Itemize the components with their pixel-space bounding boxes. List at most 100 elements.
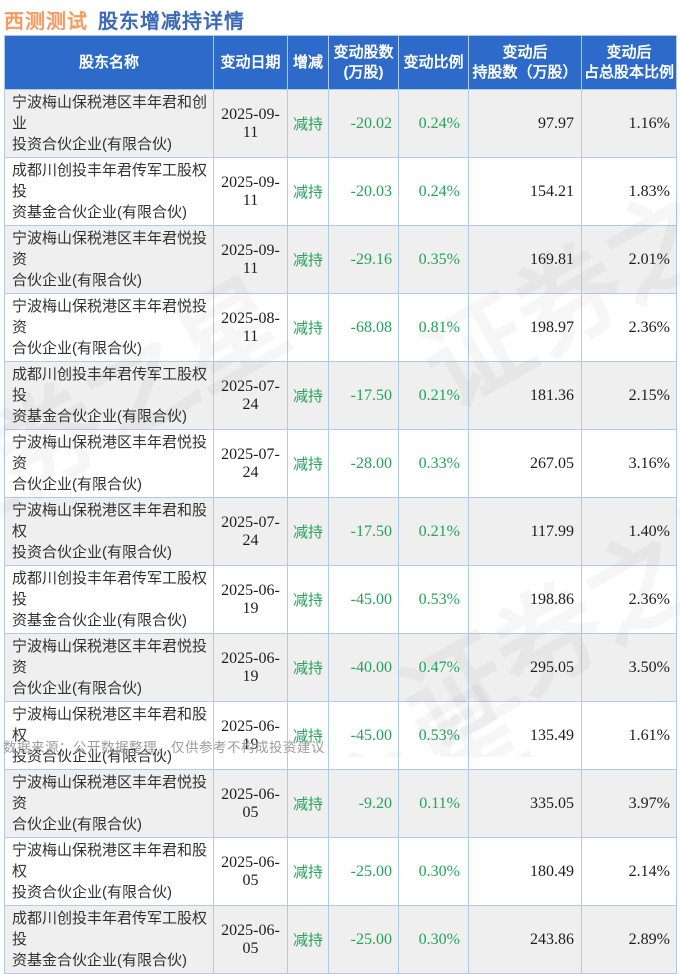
- cell-shares-after: 154.21: [468, 157, 582, 226]
- cell-change-ratio: 0.30%: [398, 837, 469, 906]
- cell-shareholder-name: 宁波梅山保税港区丰年君悦投资 合伙企业(有限合伙): [4, 293, 214, 362]
- table-title: 股东增减持详情: [98, 11, 245, 33]
- cell-change-shares: -17.50: [328, 361, 399, 430]
- data-source-note: 数据来源：公开数据整理，仅供参考不构成投资建议: [3, 740, 325, 755]
- cell-change-ratio: 0.30%: [398, 905, 469, 974]
- table-row: 宁波梅山保税港区丰年君和创业 投资合伙企业(有限合伙) 2025-09-11 减…: [4, 89, 677, 158]
- cell-change-ratio: 0.53%: [398, 701, 469, 770]
- cell-change-shares: -28.00: [328, 429, 399, 498]
- cell-shares-after: 169.81: [468, 225, 582, 294]
- table-header-row: 股东名称 变动日期 增减 变动股数 (万股) 变动比例 变动后 持股数（万股） …: [4, 35, 677, 90]
- cell-direction: 减持: [287, 293, 329, 362]
- cell-change-date: 2025-06-19: [213, 633, 288, 702]
- table-row: 宁波梅山保税港区丰年君悦投资 合伙企业(有限合伙) 2025-06-19 减持 …: [4, 633, 677, 702]
- cell-change-date: 2025-09-11: [213, 225, 288, 294]
- cell-change-shares: -29.16: [328, 225, 399, 294]
- cell-change-date: 2025-06-05: [213, 769, 288, 838]
- cell-change-shares: -45.00: [328, 565, 399, 634]
- column-header-date: 变动日期: [213, 35, 288, 90]
- cell-change-date: 2025-06-19: [213, 565, 288, 634]
- cell-shares-after: 267.05: [468, 429, 582, 498]
- cell-shareholder-name: 成都川创投丰年君传军工股权投 资基金合伙企业(有限合伙): [4, 157, 214, 226]
- cell-change-ratio: 0.21%: [398, 497, 469, 566]
- cell-change-shares: -25.00: [328, 837, 399, 906]
- cell-ratio-after: 1.40%: [581, 497, 677, 566]
- cell-ratio-after: 2.15%: [581, 361, 677, 430]
- cell-shareholder-name: 宁波梅山保税港区丰年君和创业 投资合伙企业(有限合伙): [4, 89, 214, 158]
- cell-change-date: 2025-09-11: [213, 89, 288, 158]
- cell-ratio-after: 3.97%: [581, 769, 677, 838]
- table-row: 成都川创投丰年君传军工股权投 资基金合伙企业(有限合伙) 2025-06-05 …: [4, 905, 677, 974]
- page-title: 西测测试 股东增减持详情: [4, 5, 245, 34]
- table-body: 宁波梅山保税港区丰年君和创业 投资合伙企业(有限合伙) 2025-09-11 减…: [4, 89, 677, 974]
- cell-change-ratio: 0.35%: [398, 225, 469, 294]
- column-header-shareholder: 股东名称: [4, 35, 214, 90]
- cell-change-ratio: 0.33%: [398, 429, 469, 498]
- cell-ratio-after: 1.61%: [581, 701, 677, 770]
- cell-shareholder-name: 成都川创投丰年君传军工股权投 资基金合伙企业(有限合伙): [4, 905, 214, 974]
- cell-ratio-after: 1.83%: [581, 157, 677, 226]
- cell-direction: 减持: [287, 769, 329, 838]
- table-row: 宁波梅山保税港区丰年君悦投资 合伙企业(有限合伙) 2025-09-11 减持 …: [4, 225, 677, 294]
- cell-shareholder-name: 宁波梅山保税港区丰年君悦投资 合伙企业(有限合伙): [4, 769, 214, 838]
- cell-change-shares: -20.03: [328, 157, 399, 226]
- column-header-shares-after: 变动后 持股数（万股）: [468, 35, 582, 90]
- cell-direction: 减持: [287, 905, 329, 974]
- cell-change-shares: -68.08: [328, 293, 399, 362]
- cell-change-ratio: 0.47%: [398, 633, 469, 702]
- cell-change-shares: -20.02: [328, 89, 399, 158]
- cell-direction: 减持: [287, 429, 329, 498]
- cell-ratio-after: 2.01%: [581, 225, 677, 294]
- cell-direction: 减持: [287, 497, 329, 566]
- cell-change-date: 2025-07-24: [213, 361, 288, 430]
- cell-change-date: 2025-07-24: [213, 497, 288, 566]
- column-header-direction: 增减: [287, 35, 329, 90]
- cell-change-shares: -40.00: [328, 633, 399, 702]
- cell-shareholder-name: 宁波梅山保税港区丰年君和股权 投资合伙企业(有限合伙): [4, 497, 214, 566]
- cell-change-date: 2025-07-24: [213, 429, 288, 498]
- cell-change-shares: -17.50: [328, 497, 399, 566]
- cell-change-date: 2025-06-05: [213, 837, 288, 906]
- cell-shareholder-name: 成都川创投丰年君传军工股权投 资基金合伙企业(有限合伙): [4, 361, 214, 430]
- cell-change-ratio: 0.24%: [398, 157, 469, 226]
- cell-direction: 减持: [287, 837, 329, 906]
- table-row: 宁波梅山保税港区丰年君悦投资 合伙企业(有限合伙) 2025-08-11 减持 …: [4, 293, 677, 362]
- stock-name: 西测测试: [4, 11, 88, 33]
- column-header-change-shares: 变动股数 (万股): [328, 35, 399, 90]
- cell-change-date: 2025-08-11: [213, 293, 288, 362]
- cell-shareholder-name: 成都川创投丰年君传军工股权投 资基金合伙企业(有限合伙): [4, 565, 214, 634]
- cell-shares-after: 295.05: [468, 633, 582, 702]
- cell-shares-after: 117.99: [468, 497, 582, 566]
- cell-shares-after: 198.86: [468, 565, 582, 634]
- table-header: 股东名称 变动日期 增减 变动股数 (万股) 变动比例 变动后 持股数（万股） …: [4, 35, 677, 90]
- table-row: 宁波梅山保税港区丰年君和股权 投资合伙企业(有限合伙) 2025-07-24 减…: [4, 497, 677, 566]
- cell-ratio-after: 3.50%: [581, 633, 677, 702]
- cell-change-ratio: 0.11%: [398, 769, 469, 838]
- cell-ratio-after: 2.89%: [581, 905, 677, 974]
- cell-shares-after: 335.05: [468, 769, 582, 838]
- cell-ratio-after: 1.16%: [581, 89, 677, 158]
- cell-shares-after: 198.97: [468, 293, 582, 362]
- cell-shares-after: 181.36: [468, 361, 582, 430]
- column-header-ratio-after: 变动后 占总股本比例: [581, 35, 677, 90]
- cell-change-date: 2025-09-11: [213, 157, 288, 226]
- shareholder-change-table: 股东名称 变动日期 增减 变动股数 (万股) 变动比例 变动后 持股数（万股） …: [4, 35, 677, 974]
- cell-direction: 减持: [287, 565, 329, 634]
- cell-direction: 减持: [287, 361, 329, 430]
- column-header-change-ratio: 变动比例: [398, 35, 469, 90]
- table-row: 宁波梅山保税港区丰年君悦投资 合伙企业(有限合伙) 2025-06-05 减持 …: [4, 769, 677, 838]
- cell-shareholder-name: 宁波梅山保税港区丰年君悦投资 合伙企业(有限合伙): [4, 225, 214, 294]
- table-row: 宁波梅山保税港区丰年君悦投资 合伙企业(有限合伙) 2025-07-24 减持 …: [4, 429, 677, 498]
- cell-shareholder-name: 宁波梅山保税港区丰年君悦投资 合伙企业(有限合伙): [4, 633, 214, 702]
- cell-change-shares: -25.00: [328, 905, 399, 974]
- cell-direction: 减持: [287, 157, 329, 226]
- cell-change-shares: -45.00: [328, 701, 399, 770]
- cell-change-ratio: 0.53%: [398, 565, 469, 634]
- cell-ratio-after: 2.14%: [581, 837, 677, 906]
- cell-shares-after: 97.97: [468, 89, 582, 158]
- cell-direction: 减持: [287, 225, 329, 294]
- cell-change-ratio: 0.24%: [398, 89, 469, 158]
- cell-ratio-after: 2.36%: [581, 293, 677, 362]
- cell-shareholder-name: 宁波梅山保税港区丰年君和股权 投资合伙企业(有限合伙): [4, 837, 214, 906]
- table-row: 成都川创投丰年君传军工股权投 资基金合伙企业(有限合伙) 2025-06-19 …: [4, 565, 677, 634]
